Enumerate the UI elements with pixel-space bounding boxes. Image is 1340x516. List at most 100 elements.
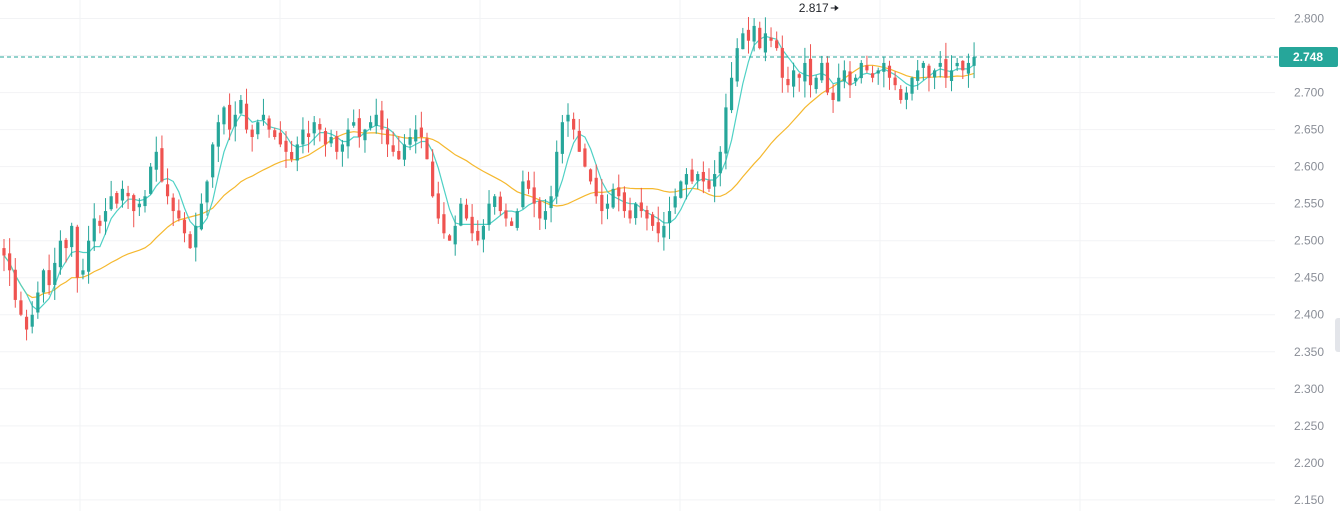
candle (487, 190, 491, 231)
candle (588, 168, 593, 185)
candle (594, 164, 598, 204)
candle (380, 100, 384, 145)
candle-body (904, 92, 908, 100)
candle-body (921, 62, 925, 68)
candle (385, 118, 390, 157)
candle-body (318, 124, 322, 130)
candle-body (182, 219, 187, 234)
candle (526, 171, 531, 195)
candle-body (515, 211, 519, 228)
candle-body (476, 230, 480, 241)
candle-body (938, 62, 942, 67)
candle (199, 193, 203, 231)
candle-body (431, 161, 435, 197)
candle (143, 190, 147, 213)
candle (921, 60, 925, 81)
candle (848, 61, 852, 98)
candle-body (949, 70, 954, 81)
candle (70, 222, 74, 257)
candle-body (120, 188, 125, 201)
candle-body (374, 114, 378, 126)
candle-body (521, 181, 525, 208)
candle (481, 219, 485, 253)
candle-body (696, 174, 700, 181)
candle (363, 128, 367, 153)
candle-body (588, 169, 593, 182)
candle-body (267, 118, 271, 130)
candle (555, 140, 559, 205)
candle (323, 127, 328, 157)
candle (718, 146, 722, 187)
candle-body (228, 104, 232, 130)
candle (701, 161, 705, 194)
candle (81, 258, 85, 280)
candle-body (510, 221, 514, 226)
candle (814, 74, 818, 94)
candle-body (848, 71, 852, 86)
candle (120, 180, 125, 208)
candle (369, 115, 373, 131)
candle-body (600, 194, 604, 212)
candle (696, 171, 700, 190)
candle (290, 140, 294, 163)
candle-body (199, 203, 203, 230)
candle (972, 42, 976, 79)
candle-body (532, 187, 536, 204)
candle (402, 134, 407, 167)
candle (808, 44, 813, 98)
candle-body (323, 131, 328, 145)
candle-body (340, 144, 344, 152)
candle (267, 115, 271, 138)
candle (340, 139, 344, 167)
candle (239, 94, 243, 115)
candle-body (944, 59, 948, 78)
candle (600, 179, 604, 225)
candle-body (498, 196, 502, 212)
candle-body (8, 253, 12, 271)
candle (634, 202, 638, 225)
candle-body (859, 62, 863, 79)
candle-body (36, 292, 40, 313)
candle (617, 174, 621, 212)
y-tick-label: 2.300 (1294, 382, 1324, 396)
candle (329, 129, 333, 148)
candle-body (290, 151, 294, 160)
candle-body (357, 118, 361, 138)
candle-body (808, 58, 813, 86)
axis-scroll-handle[interactable] (1335, 318, 1340, 352)
candle (769, 27, 773, 48)
candle-body (865, 65, 869, 71)
candle-body (244, 103, 249, 130)
candle-body (402, 144, 407, 160)
candle-body (481, 225, 485, 240)
candle-body (419, 127, 423, 138)
price-axis[interactable]: 2.8002.7502.7002.6502.6002.5502.5002.450… (1294, 12, 1324, 507)
candle-body (312, 122, 316, 134)
candle-body (70, 225, 74, 248)
candle (583, 143, 587, 168)
candle (137, 198, 141, 217)
candle (831, 84, 835, 113)
candle-body (41, 270, 46, 293)
candle-body (408, 137, 412, 145)
candle-body (493, 196, 497, 207)
candle (667, 196, 672, 240)
candle-body (803, 62, 807, 82)
candle (775, 31, 779, 51)
candle (233, 101, 237, 142)
candle-body (2, 248, 6, 256)
candle (538, 197, 542, 230)
peak-arrowhead-icon (834, 5, 839, 11)
candle (910, 76, 914, 101)
candle (504, 203, 508, 227)
candle (498, 191, 502, 216)
candle-body (13, 269, 17, 300)
y-tick-label: 2.150 (1294, 493, 1324, 507)
candle (24, 309, 29, 341)
candle-body (261, 114, 266, 121)
candle (515, 208, 519, 231)
candle (611, 183, 615, 210)
candle (859, 60, 863, 84)
